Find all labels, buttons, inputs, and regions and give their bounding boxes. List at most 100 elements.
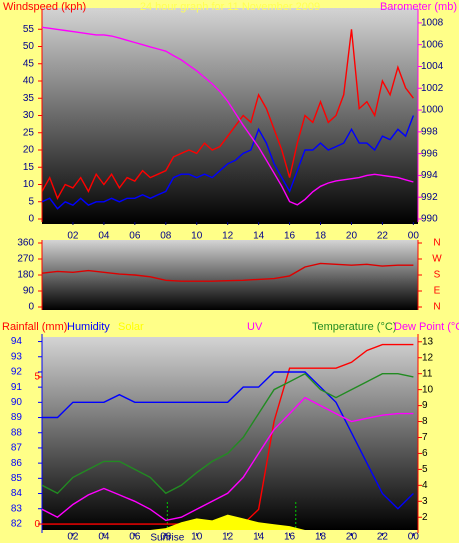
x-tick-label: 18 [315, 231, 327, 242]
legend-label: Temperature (°C) [312, 321, 396, 333]
legend-label: Rainfall (mm) [2, 321, 67, 333]
tick-label: 0 [28, 214, 34, 225]
tick-label: 94 [11, 336, 23, 347]
tick-label: 93 [11, 351, 23, 362]
tick-label: 40 [23, 76, 35, 87]
x-tick-label: 06 [129, 231, 141, 242]
tick-label: 6 [422, 448, 428, 459]
y-label: Windspeed (kph) [3, 1, 86, 13]
tick-label: 82 [11, 519, 23, 530]
tick-label: 87 [11, 443, 23, 454]
tick-label: 996 [421, 148, 438, 159]
x-tick-label: 04 [98, 231, 110, 242]
tick-label: 360 [17, 238, 34, 249]
line [42, 26, 414, 206]
x-tick-label: 14 [253, 532, 265, 543]
tick-label: 90 [23, 286, 35, 297]
x-tick-label: 22 [377, 532, 389, 543]
tick-label: 4 [422, 480, 428, 491]
tick-label: 180 [17, 270, 34, 281]
tick-label: 13 [422, 336, 434, 347]
tick-label: 2 [422, 512, 428, 523]
tick-label: 92 [11, 367, 23, 378]
area [42, 514, 414, 530]
tick-label: 35 [23, 93, 35, 104]
x-tick-label: 12 [222, 231, 234, 242]
plot-area [42, 26, 415, 210]
tick-label: 270 [17, 254, 34, 265]
x-tick-label: 06 [129, 532, 141, 543]
tick-label: 86 [11, 458, 23, 469]
tick-label: 12 [422, 352, 434, 363]
x-tick-label: 10 [191, 231, 203, 242]
x-tick-label: 02 [67, 231, 79, 242]
tick-label: 83 [11, 503, 23, 514]
uv-label: UV [247, 321, 263, 333]
tick-label: 45 [23, 58, 35, 69]
tick-label: 0 [28, 302, 34, 313]
tick-label: 50 [23, 41, 35, 52]
tick-label: 5 [422, 464, 428, 475]
line [42, 371, 414, 510]
x-tick-label: 14 [253, 231, 265, 242]
line [42, 372, 414, 495]
tick-label: 3 [422, 496, 428, 507]
line [42, 29, 414, 200]
tick-label: 30 [23, 110, 35, 121]
tick-label: 992 [421, 192, 438, 203]
tick-label: 90 [11, 397, 23, 408]
tick-label: 994 [421, 170, 438, 181]
line [42, 396, 414, 522]
tick-label: 7 [422, 432, 428, 443]
plot-bg [42, 8, 418, 224]
x-tick-label: 08 [160, 231, 172, 242]
x-tick-label: 04 [98, 532, 110, 543]
tick-label: E [434, 286, 441, 297]
annotation: Sunrise [150, 533, 184, 543]
tick-label: 1000 [421, 105, 444, 116]
tick-label: 55 [23, 24, 35, 35]
tick-label: 10 [23, 179, 35, 190]
legend-label: Dew Point (°C) [394, 321, 459, 333]
line [42, 262, 414, 282]
tick-label: 1002 [421, 83, 444, 94]
tick-label: 0 [34, 519, 40, 530]
tick-label: 88 [11, 427, 23, 438]
tick-label: 5 [28, 196, 34, 207]
tick-label: 10 [422, 384, 434, 395]
tick-label: N [433, 302, 440, 313]
tick-label: 25 [23, 127, 35, 138]
line [42, 115, 415, 210]
tick-label: 15 [23, 162, 35, 173]
x-tick-label: 20 [346, 231, 358, 242]
tick-label: 84 [11, 488, 23, 499]
legend-label: Humidity [67, 321, 110, 333]
plot-bg [42, 240, 418, 310]
tick-label: 5 [34, 372, 40, 383]
x-tick-label: 16 [284, 532, 296, 543]
tick-label: 990 [421, 214, 438, 225]
tick-label: 1006 [421, 39, 444, 50]
tick-label: 20 [23, 145, 35, 156]
x-tick-label: 02 [67, 532, 79, 543]
tick-label: 89 [11, 412, 23, 423]
tick-label: W [432, 254, 442, 265]
tick-label: 85 [11, 473, 23, 484]
x-tick-label: 16 [284, 231, 296, 242]
tick-label: N [433, 238, 440, 249]
tick-label: 998 [421, 126, 438, 137]
tick-label: 8 [422, 416, 428, 427]
chart-title: 24 hour graph for 11 November 2009 [140, 1, 320, 13]
tick-label: 1008 [421, 18, 444, 29]
x-tick-label: 20 [346, 532, 358, 543]
x-tick-label: 00 [408, 231, 420, 242]
tick-label: 91 [11, 382, 23, 393]
plot-area [42, 343, 414, 530]
tick-label: 9 [422, 400, 428, 411]
tick-label: S [434, 270, 441, 281]
tick-label: 11 [422, 368, 433, 379]
legend-label: Solar [118, 321, 144, 333]
x-tick-label: 00 [408, 532, 420, 543]
x-tick-label: 22 [377, 231, 389, 242]
